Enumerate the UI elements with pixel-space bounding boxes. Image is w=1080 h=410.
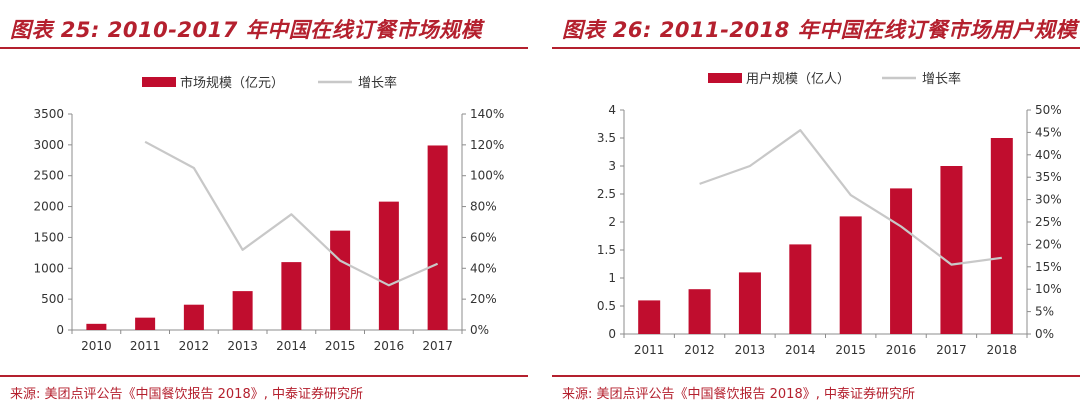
x-tick-label: 2010	[81, 339, 112, 353]
legend-bar-swatch	[142, 77, 176, 87]
source-divider	[552, 375, 1080, 377]
bar-2011	[135, 317, 156, 330]
y-right-tick-label: 20%	[470, 292, 497, 306]
bar-2011	[638, 300, 661, 334]
legend-line-label: 增长率	[922, 71, 961, 87]
bar-2013	[232, 291, 253, 330]
bar-2013	[738, 272, 761, 334]
growth-rate-line	[144, 140, 439, 287]
x-tick-label: 2014	[276, 339, 307, 353]
x-tick-label: 2018	[987, 343, 1018, 357]
y-right-tick-label: 0%	[1035, 327, 1054, 341]
y-left-tick-label: 0	[56, 323, 64, 337]
bar-2012	[688, 289, 711, 334]
y-right-tick-label: 0%	[470, 323, 489, 337]
y-left-tick-label: 2.5	[597, 187, 616, 201]
y-left-tick-label: 2000	[33, 200, 64, 214]
y-left-tick-label: 1.5	[597, 243, 616, 257]
y-right-tick-label: 140%	[470, 107, 504, 121]
source-note: 来源: 美团点评公告《中国餐饮报告 2018》, 中泰证券研究所	[10, 387, 363, 402]
y-left-tick-label: 500	[41, 292, 64, 306]
x-tick-label: 2015	[835, 343, 866, 357]
x-tick-label: 2013	[735, 343, 766, 357]
y-right-tick-label: 5%	[1035, 305, 1054, 319]
y-left-tick-label: 4	[608, 103, 616, 117]
legend-line-label: 增长率	[358, 75, 397, 91]
y-right-tick-label: 100%	[470, 169, 504, 183]
legend-bar-swatch	[708, 73, 742, 83]
bar-2017	[427, 145, 448, 330]
title-divider	[0, 47, 528, 49]
chart-title: 图表 25: 2010-2017 年中国在线订餐市场规模	[10, 18, 483, 42]
y-right-tick-label: 25%	[1035, 215, 1062, 229]
y-left-tick-label: 1500	[33, 230, 64, 244]
bar-2015	[839, 216, 862, 334]
bar-2014	[789, 244, 812, 334]
x-tick-label: 2014	[785, 343, 816, 357]
y-right-tick-label: 10%	[1035, 282, 1062, 296]
bar-2016	[890, 188, 913, 334]
y-left-tick-label: 0	[608, 327, 616, 341]
bar-2012	[183, 304, 204, 330]
x-tick-label: 2011	[634, 343, 665, 357]
x-tick-label: 2017	[422, 339, 453, 353]
title-divider	[552, 47, 1080, 49]
bar-2018	[990, 138, 1013, 334]
y-right-tick-label: 20%	[1035, 237, 1062, 251]
chart-panel-user-size: 图表 26: 2011-2018 年中国在线订餐市场用户规模 0 0.5 1 1.5 2…	[552, 0, 1080, 410]
x-tick-label: 2017	[936, 343, 967, 357]
chart-panel-market-size: 图表 25: 2010-2017 年中国在线订餐市场规模 0 500 1000 150…	[0, 0, 528, 410]
bar-2010	[86, 323, 107, 330]
y-right-tick-label: 40%	[1035, 148, 1062, 162]
y-right-tick-label: 15%	[1035, 260, 1062, 274]
y-left-tick-label: 0.5	[597, 299, 616, 313]
y-left-tick-label: 3500	[33, 107, 64, 121]
x-tick-label: 2013	[227, 339, 258, 353]
bar-2015	[330, 230, 351, 330]
y-right-tick-label: 45%	[1035, 125, 1062, 139]
y-right-tick-label: 50%	[1035, 103, 1062, 117]
market-size-chart: 0 500 1000 1500 2000 2500 3000 3500 0% 20% 40% 60% 8…	[33, 75, 504, 353]
chart-title: 图表 26: 2011-2018 年中国在线订餐市场用户规模	[562, 18, 1078, 42]
bar-2014	[281, 262, 302, 330]
y-right-tick-label: 60%	[470, 230, 497, 244]
x-tick-label: 2012	[179, 339, 210, 353]
x-tick-label: 2016	[886, 343, 917, 357]
y-right-tick-label: 40%	[470, 261, 497, 275]
y-right-tick-label: 30%	[1035, 193, 1062, 207]
y-right-tick-label: 80%	[470, 200, 497, 214]
bar-2017	[940, 166, 963, 334]
legend-bar-label: 用户规模（亿人）	[746, 71, 850, 87]
y-left-tick-label: 3	[608, 159, 616, 173]
y-left-tick-label: 1	[608, 271, 616, 285]
bar-2016	[378, 201, 399, 330]
x-tick-label: 2016	[374, 339, 405, 353]
x-tick-label: 2012	[684, 343, 715, 357]
y-left-tick-label: 2	[608, 215, 616, 229]
y-right-tick-label: 35%	[1035, 170, 1062, 184]
source-note: 来源: 美团点评公告《中国餐饮报告 2018》, 中泰证券研究所	[562, 387, 915, 402]
x-tick-label: 2015	[325, 339, 356, 353]
y-left-tick-label: 3000	[33, 138, 64, 152]
user-size-chart: 00.511.522.533.540%5%10%15%20%25%30%35%4…	[597, 71, 1062, 357]
y-left-tick-label: 1000	[33, 261, 64, 275]
growth-rate-line	[699, 129, 1002, 266]
legend-bar-label: 市场规模（亿元）	[180, 75, 284, 91]
source-divider	[0, 375, 528, 377]
y-left-tick-label: 2500	[33, 169, 64, 183]
x-tick-label: 2011	[130, 339, 161, 353]
y-left-tick-label: 3.5	[597, 131, 616, 145]
y-right-tick-label: 120%	[470, 138, 504, 152]
